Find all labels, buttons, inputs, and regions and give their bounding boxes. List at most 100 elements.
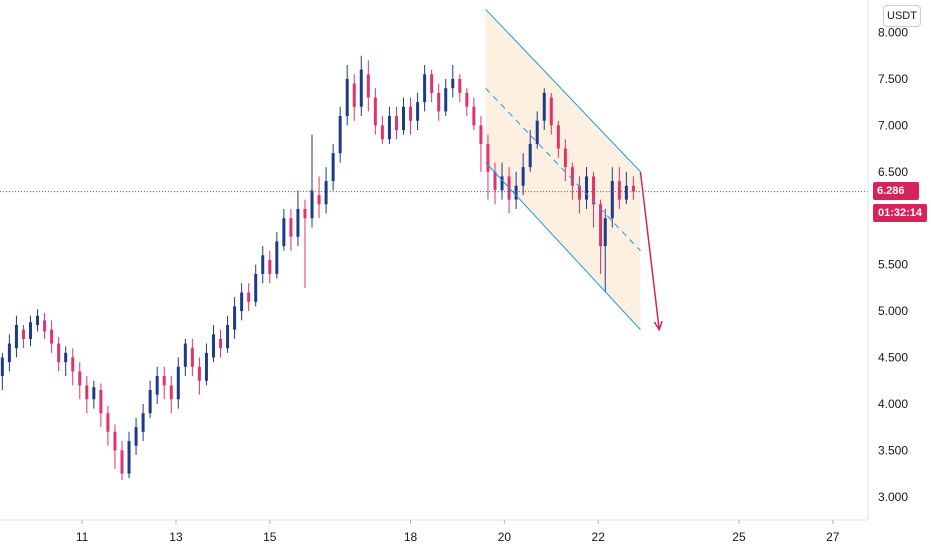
candle-body — [282, 218, 286, 247]
bar-countdown-label: 01:32:14 — [873, 204, 927, 222]
candle — [556, 120, 560, 158]
candle — [352, 74, 356, 121]
candle-body — [162, 376, 166, 386]
y-tick-label: 7.500 — [878, 72, 908, 86]
candle — [479, 116, 483, 172]
candle-body — [183, 343, 187, 367]
candle — [617, 167, 621, 209]
candle — [190, 338, 194, 377]
candle-body — [617, 181, 621, 200]
y-tick-label: 5.500 — [878, 258, 908, 272]
candle-body — [486, 143, 490, 172]
candle — [416, 92, 420, 130]
candle-body — [134, 427, 138, 446]
candle — [113, 424, 117, 469]
plot-area — [0, 9, 641, 481]
x-tick-label: 15 — [263, 530, 277, 544]
candle-body — [43, 320, 47, 332]
candle-body — [402, 106, 406, 130]
candle-body — [204, 352, 208, 381]
candle-body — [570, 167, 574, 186]
forecast-arrow-line — [639, 171, 660, 330]
candle-body — [458, 78, 462, 93]
candle — [584, 167, 588, 209]
candle-body — [219, 338, 223, 349]
time-axis[interactable]: 11 13 15 18 20 22 25 27 — [76, 520, 840, 544]
channel-mid-line — [485, 87, 641, 252]
candle — [345, 65, 349, 126]
candle-body — [423, 74, 427, 103]
candle — [50, 320, 54, 353]
candle-body — [437, 92, 441, 112]
candle — [528, 130, 532, 172]
channel-overlay — [0, 8, 868, 332]
candle-body — [359, 69, 363, 107]
candle-body — [28, 322, 32, 339]
candle — [409, 97, 413, 135]
candle-body — [451, 78, 455, 89]
candle — [183, 338, 187, 377]
candle — [247, 283, 251, 312]
candle-body — [373, 97, 377, 126]
candle-body — [345, 78, 349, 117]
currency-unit-button[interactable]: USDT — [883, 5, 921, 27]
candle — [486, 134, 490, 200]
channel-lower-line — [485, 162, 641, 330]
x-tick-label: 18 — [404, 530, 418, 544]
candle-body — [233, 306, 237, 330]
candle — [451, 65, 455, 98]
candle-body — [500, 176, 504, 191]
candle — [226, 315, 230, 353]
candle — [141, 403, 145, 442]
y-tick-label: 5.000 — [878, 304, 908, 318]
candle — [240, 283, 244, 321]
candle — [514, 171, 518, 209]
candle-body — [317, 195, 321, 205]
candle — [402, 97, 406, 135]
candle — [204, 343, 208, 386]
candle — [233, 297, 237, 339]
candle — [373, 88, 377, 135]
candle-body — [444, 88, 448, 112]
candle — [310, 134, 314, 228]
candle-body — [352, 83, 356, 107]
candle — [275, 232, 279, 279]
forecast-arrow-head — [653, 320, 663, 332]
candle-body — [92, 387, 96, 400]
candle — [162, 366, 166, 400]
candle — [423, 65, 427, 112]
candle-body — [169, 385, 173, 400]
candle-body — [226, 325, 230, 349]
candle — [0, 352, 4, 390]
candle-body — [141, 413, 145, 432]
y-tick-label: 3.500 — [878, 443, 908, 457]
candle-body — [380, 125, 384, 140]
candle — [106, 405, 110, 446]
candle-body — [275, 241, 279, 274]
candle — [92, 380, 96, 409]
candle-body — [603, 218, 607, 247]
x-tick-label: 25 — [732, 530, 746, 544]
candle — [624, 171, 628, 205]
candle-body — [85, 385, 89, 400]
price-axis[interactable]: 8.000 7.500 7.000 6.500 5.500 5.000 4.500 4.000… — [878, 26, 908, 504]
candle-body — [610, 181, 614, 219]
candle-body — [592, 176, 596, 205]
y-tick-label: 8.000 — [878, 26, 908, 40]
candle — [296, 190, 300, 247]
candle — [134, 417, 138, 455]
candle — [603, 208, 607, 293]
candle-body — [631, 185, 635, 192]
y-tick-label: 6.500 — [878, 165, 908, 179]
candle-body — [64, 352, 68, 363]
candle — [85, 376, 89, 414]
candle-body — [430, 74, 434, 93]
candle — [78, 362, 82, 400]
candle — [197, 357, 201, 395]
candle-body — [324, 181, 328, 205]
last-price-label: 6.286 — [873, 182, 919, 200]
candle — [99, 383, 103, 428]
candle-body — [296, 208, 300, 237]
candle — [444, 78, 448, 117]
